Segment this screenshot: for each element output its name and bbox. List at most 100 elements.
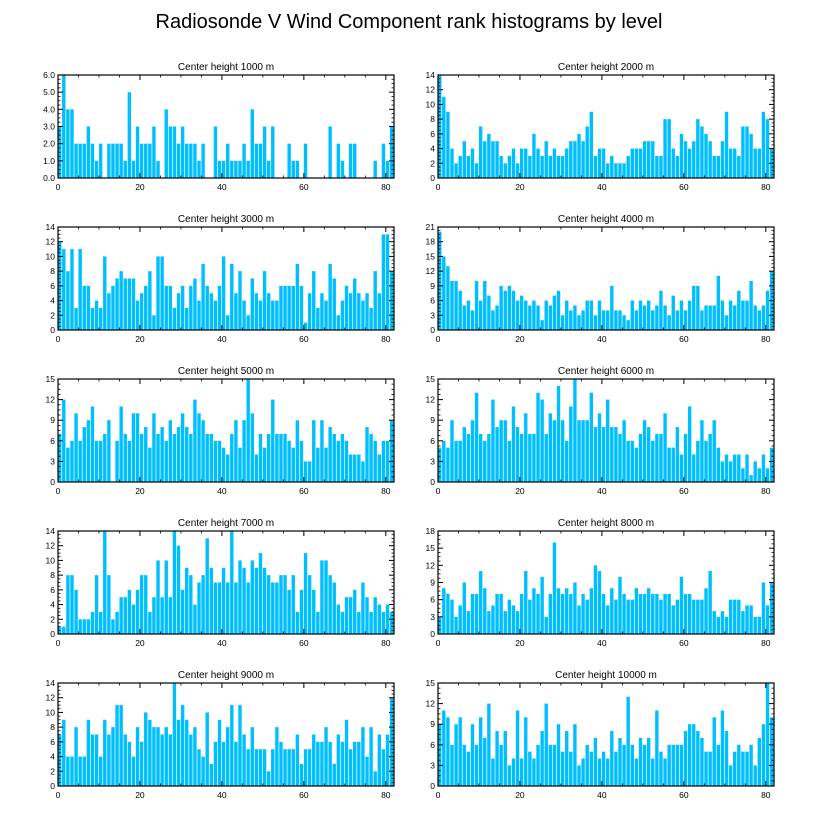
bar (544, 616, 548, 634)
bar (98, 756, 103, 786)
bar (741, 300, 745, 330)
bar (507, 155, 512, 178)
bar (712, 611, 716, 634)
bars (438, 683, 774, 786)
bar (365, 756, 369, 786)
x-tick-label: 20 (515, 638, 525, 648)
bar (458, 605, 462, 634)
panel-5: Center height 5000 m 0 20 40 60 80 0 3 6 9 12 15 (46, 366, 395, 496)
bar (328, 575, 332, 634)
bar (283, 575, 287, 634)
bar (164, 440, 168, 482)
y-tick-label: 4 (50, 752, 55, 762)
bar (560, 420, 565, 482)
bar (369, 433, 373, 482)
bar (601, 427, 606, 482)
bar (94, 160, 99, 178)
y-tick-label: 14 (46, 526, 56, 536)
bar (164, 109, 168, 178)
y-tick-label: 10 (426, 99, 436, 109)
bar (299, 440, 304, 482)
bar (638, 148, 643, 178)
bar (82, 427, 86, 482)
bar (597, 413, 602, 482)
bar (454, 280, 458, 330)
bar (597, 300, 602, 330)
bar (373, 597, 377, 634)
bar (589, 300, 594, 330)
bar (450, 148, 454, 178)
bar (340, 300, 345, 330)
panel-title: Center height 4000 m (558, 214, 654, 225)
bar (377, 734, 382, 786)
y-tick-label: 12 (46, 237, 56, 247)
bar (291, 160, 295, 178)
bar (589, 751, 594, 786)
bar (340, 433, 345, 482)
bar (279, 741, 283, 786)
bar (213, 300, 218, 330)
bar (569, 310, 573, 330)
bar (499, 420, 503, 482)
bar (478, 717, 483, 786)
y-tick-label: 0 (430, 325, 435, 335)
bar (205, 712, 209, 786)
bar (328, 741, 332, 786)
y-tick-label: 3 (430, 310, 435, 320)
bar (70, 575, 74, 634)
bar (62, 399, 66, 482)
bar (503, 163, 507, 178)
bar (646, 141, 651, 178)
bar (201, 420, 205, 482)
bar (728, 461, 733, 482)
bar (193, 143, 197, 178)
x-tick-label: 0 (436, 638, 441, 648)
bar (205, 285, 209, 330)
bar (503, 611, 507, 634)
bar (491, 758, 495, 786)
bar (156, 433, 160, 482)
bar (242, 420, 246, 482)
bar (90, 307, 95, 330)
bar (614, 310, 618, 330)
bar (242, 567, 246, 634)
bar (663, 305, 667, 330)
bar (634, 758, 639, 786)
bar (556, 385, 561, 482)
bar (78, 143, 82, 178)
bar (176, 545, 181, 634)
bar (569, 751, 573, 786)
bar (630, 744, 634, 786)
bar (238, 271, 242, 330)
bar (753, 305, 757, 330)
bar (712, 717, 716, 786)
bar (373, 440, 377, 482)
bar (295, 160, 300, 178)
bar (135, 589, 140, 634)
y-tick-label: 12 (46, 693, 56, 703)
bar (667, 119, 671, 178)
bar (618, 737, 622, 786)
bar (524, 571, 528, 634)
bar (601, 751, 606, 786)
bar (438, 231, 442, 330)
bar (156, 560, 160, 634)
bar (573, 582, 577, 634)
bar (70, 249, 74, 330)
bar (577, 420, 581, 482)
bar (478, 300, 483, 330)
bar (70, 109, 74, 178)
bar (671, 744, 675, 786)
bar (511, 758, 516, 786)
x-tick-label: 80 (381, 790, 391, 800)
bar (172, 531, 177, 634)
bar (262, 447, 267, 482)
bar (724, 616, 729, 634)
bar (86, 420, 91, 482)
bar (348, 143, 353, 178)
bars (438, 379, 774, 482)
bar (307, 749, 312, 786)
bar (757, 310, 762, 330)
bar (507, 599, 512, 634)
bar (458, 440, 462, 482)
